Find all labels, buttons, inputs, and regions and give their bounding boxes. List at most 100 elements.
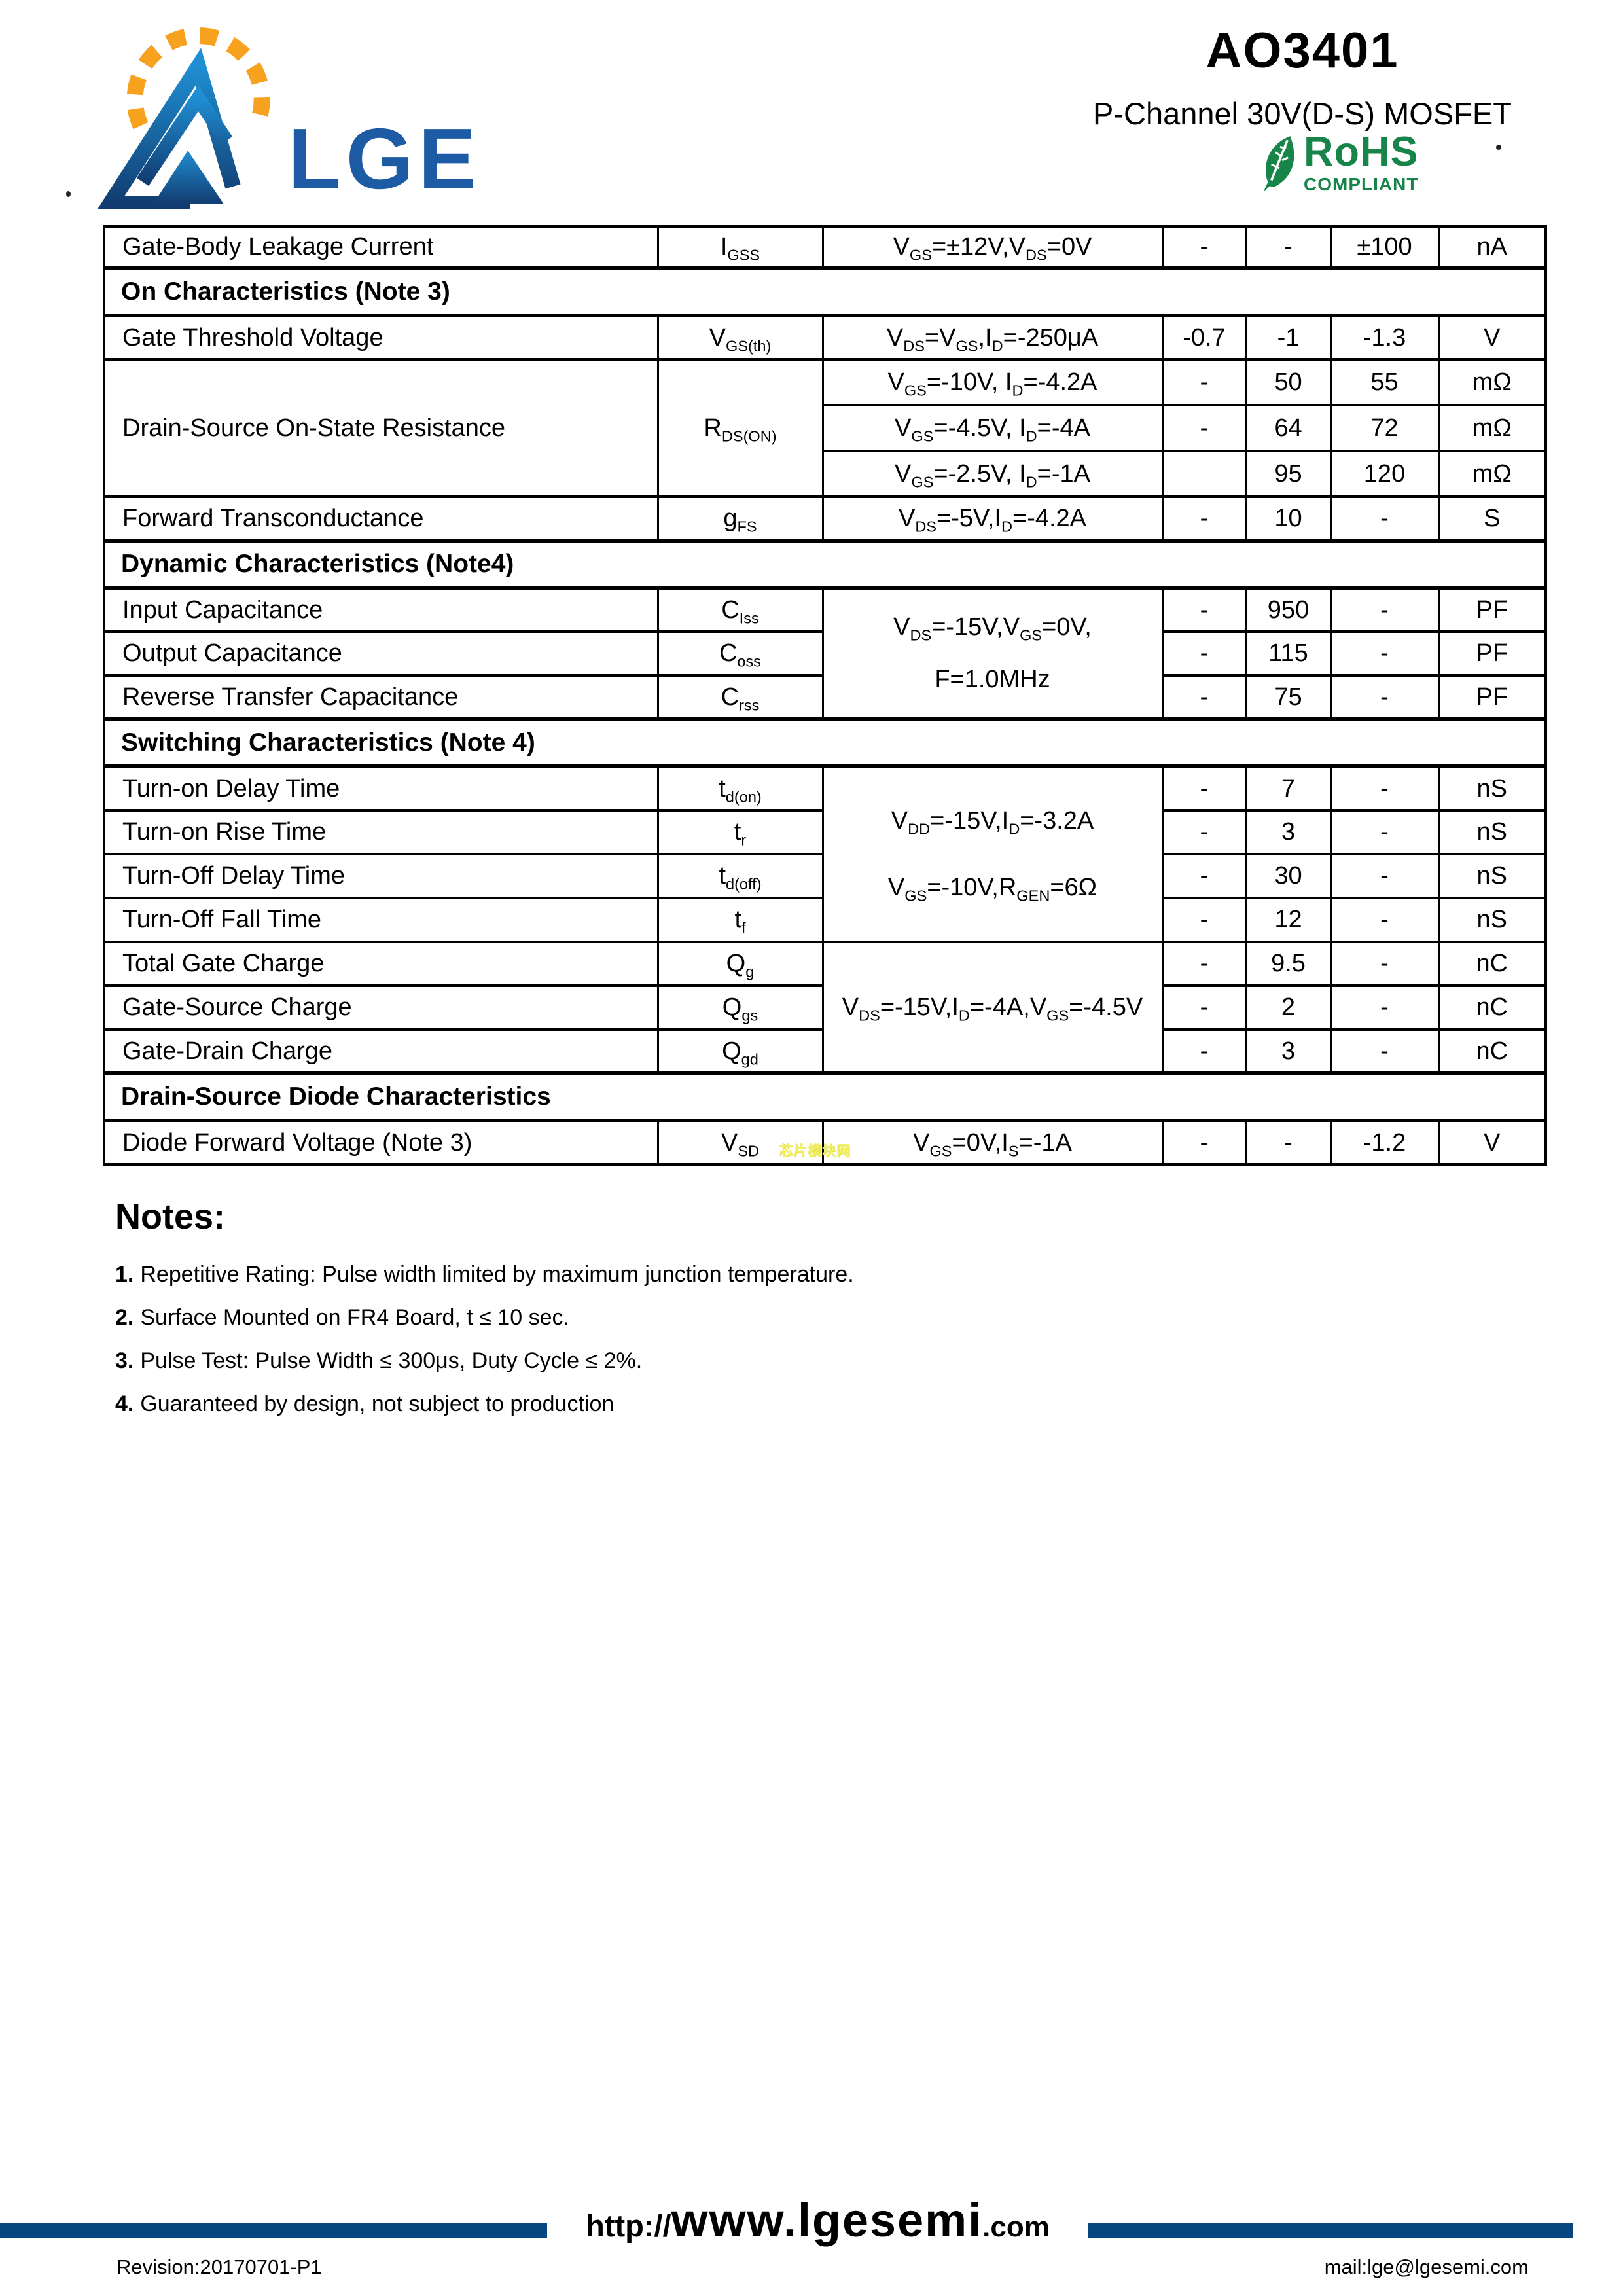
table-row: Gate-Drain Charge Qgd - 3 - nC [103, 1028, 1547, 1075]
company-website: http://www.lgesemi.com [545, 2194, 1090, 2248]
condition-cell: VDS=-5V,ID=-4.2A [821, 495, 1164, 542]
param-cell: Gate-Body Leakage Current [103, 225, 659, 270]
typ-cell: 10 [1245, 495, 1332, 542]
page-title: AO3401 [1205, 23, 1399, 79]
unit-cell: nS [1437, 897, 1547, 943]
typ-cell: - [1245, 225, 1332, 270]
min-cell: - [1161, 630, 1247, 677]
table-row: Total Gate Charge Qg VDS=-15V,ID=-4A,VGS… [103, 941, 1547, 1075]
min-cell: - [1161, 358, 1247, 406]
unit-cell: S [1437, 495, 1547, 542]
max-cell: - [1329, 853, 1440, 899]
unit-cell: PF [1437, 630, 1547, 677]
param-cell: Turn-Off Fall Time [103, 897, 659, 943]
symbol-cell: CIss [656, 586, 824, 633]
section-row: Drain-Source Diode Characteristics [103, 1071, 1547, 1122]
symbol-cell: VGS(th) [656, 314, 824, 361]
url-main: www.lgesemi [671, 2195, 983, 2247]
condition-cell: VDS=VGS,ID=-250μA [821, 314, 1164, 361]
footer-bar-left [0, 2223, 547, 2238]
symbol-cell: Qgd [656, 1028, 824, 1075]
part-description: P-Channel 30V(D-S) MOSFET [1093, 96, 1512, 131]
condition-cell: VDS=-15V,VGS=0V, F=1.0MHz [821, 586, 1164, 721]
typ-cell: 3 [1245, 1028, 1332, 1075]
max-cell: 55 [1329, 358, 1440, 406]
table-row: Diode Forward Voltage (Note 3) VSD VGS=0… [103, 1119, 1547, 1166]
watermark-text: 芯片模块网 [779, 1143, 851, 1158]
table-row: Gate-Source Charge Qgs - 2 - nC [103, 984, 1547, 1031]
table-row: Gate Threshold Voltage VGS(th) VDS=VGS,I… [103, 314, 1547, 361]
symbol-cell: gFS [656, 495, 824, 542]
section-row: On Characteristics (Note 3) [103, 266, 1547, 317]
typ-cell: 75 [1245, 674, 1332, 721]
note-text: Guaranteed by design, not subject to pro… [140, 1391, 615, 1416]
note-text: Surface Mounted on FR4 Board, t ≤ 10 sec… [140, 1305, 569, 1330]
typ-cell: - [1245, 1119, 1332, 1166]
table-row: Gate-Body Leakage Current IGSS VGS=±12V,… [103, 225, 1547, 270]
note-item: 2. Surface Mounted on FR4 Board, t ≤ 10 s… [115, 1305, 1162, 1331]
symbol-cell: tf [656, 897, 824, 943]
unit-cell: V [1437, 1119, 1547, 1166]
param-cell: Total Gate Charge [103, 941, 659, 987]
symbol-cell: td(on) [656, 765, 824, 812]
url-suffix: .com [982, 2211, 1050, 2243]
max-cell: -1.2 [1329, 1119, 1440, 1166]
rohs-label: RoHS [1304, 129, 1419, 175]
notes-heading: Notes: [115, 1197, 226, 1236]
param-cell: Turn-on Rise Time [103, 809, 659, 855]
param-cell: Forward Transconductance [103, 495, 659, 542]
note-number: 4. [115, 1391, 134, 1416]
param-cell: Gate Threshold Voltage [103, 314, 659, 361]
lge-logo-icon: LGE [97, 27, 481, 209]
table-row: Forward Transconductance gFS VDS=-5V,ID=… [103, 495, 1547, 542]
max-cell: 120 [1329, 450, 1440, 498]
max-cell: ±100 [1329, 225, 1440, 270]
section-title: Switching Characteristics (Note 4) [103, 717, 1547, 768]
typ-cell: 115 [1245, 630, 1332, 677]
param-cell: Drain-Source On-State Resistance [103, 358, 659, 498]
section-row: Switching Characteristics (Note 4) [103, 717, 1547, 768]
unit-cell: PF [1437, 586, 1547, 633]
condition-cell: VDD=-15V,ID=-3.2A VGS=-10V,RGEN=6Ω [821, 765, 1164, 943]
typ-cell: 3 [1245, 809, 1332, 855]
section-title: Drain-Source Diode Characteristics [103, 1071, 1547, 1122]
typ-cell: 50 [1245, 358, 1332, 406]
unit-cell: nC [1437, 984, 1547, 1031]
scan-speck [66, 191, 71, 197]
note-number: 1. [115, 1262, 134, 1287]
note-item: 1. Repetitive Rating: Pulse width limited… [115, 1262, 1162, 1287]
scan-speck [1496, 145, 1501, 150]
condition-line: VGS=-10V,RGEN=6Ω [887, 874, 1097, 905]
revision-label: Revision:20170701-P1 [116, 2255, 322, 2278]
max-cell: - [1329, 1028, 1440, 1075]
min-cell: - [1161, 674, 1247, 721]
table-row: Reverse Transfer Capacitance Crss - 75 -… [103, 674, 1547, 721]
unit-cell: mΩ [1437, 358, 1547, 406]
min-cell: -0.7 [1161, 314, 1247, 361]
logo-wordmark: LGE [288, 111, 481, 207]
min-cell: - [1161, 495, 1247, 542]
symbol-cell: VSD [656, 1119, 824, 1166]
table-row: Drain-Source On-State Resistance RDS(ON)… [103, 358, 1547, 498]
symbol-cell: IGSS [656, 225, 824, 270]
logo-chevron-icon [136, 85, 233, 187]
max-cell: - [1329, 941, 1440, 987]
typ-cell: 7 [1245, 765, 1332, 812]
max-cell: - [1329, 586, 1440, 633]
unit-cell: nC [1437, 941, 1547, 987]
typ-cell: 30 [1245, 853, 1332, 899]
max-cell: - [1329, 630, 1440, 677]
logo-peak-icon [153, 151, 224, 204]
min-cell: - [1161, 1028, 1247, 1075]
condition-cell: VGS=-4.5V, ID=-4A [821, 404, 1164, 452]
note-text: Pulse Test: Pulse Width ≤ 300μs, Duty Cy… [140, 1348, 643, 1373]
electrical-characteristics-table: Gate-Body Leakage Current IGSS VGS=±12V,… [103, 225, 1547, 1166]
unit-cell: nA [1437, 225, 1547, 270]
section-title: Dynamic Characteristics (Note4) [103, 539, 1547, 590]
param-cell: Diode Forward Voltage (Note 3) [103, 1119, 659, 1166]
typ-cell: 950 [1245, 586, 1332, 633]
param-cell: Reverse Transfer Capacitance [103, 674, 659, 721]
unit-cell: nS [1437, 765, 1547, 812]
condition-cell: VGS=-10V, ID=-4.2A [821, 358, 1164, 406]
